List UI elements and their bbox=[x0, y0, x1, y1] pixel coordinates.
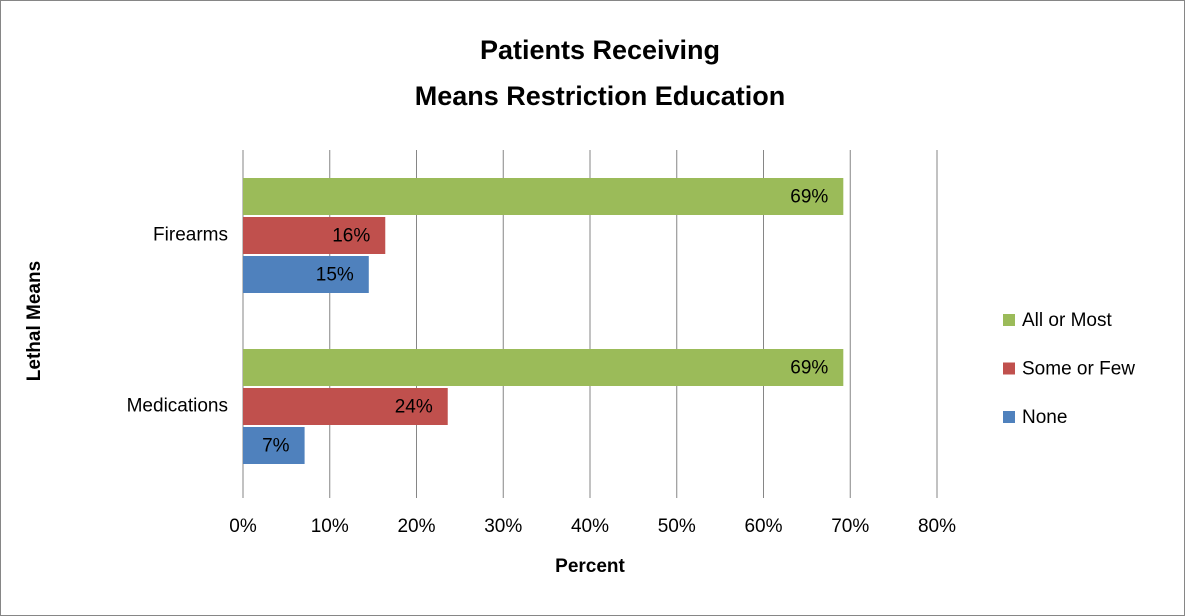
bar bbox=[243, 217, 386, 254]
bar bbox=[243, 388, 448, 425]
bar bbox=[243, 349, 844, 386]
legend-swatch bbox=[1003, 362, 1015, 375]
legend-swatch bbox=[1003, 411, 1015, 423]
data-label: 24% bbox=[395, 397, 433, 418]
y-axis-label: Lethal Means bbox=[24, 261, 45, 381]
x-tick-label: 50% bbox=[658, 516, 696, 537]
bar bbox=[243, 178, 844, 215]
x-tick-label: 30% bbox=[484, 516, 522, 537]
x-tick-label: 20% bbox=[397, 516, 435, 537]
bar bbox=[243, 427, 305, 464]
x-tick-label: 70% bbox=[831, 516, 869, 537]
x-axis-label: Percent bbox=[555, 556, 625, 577]
data-label: 69% bbox=[790, 358, 828, 379]
data-label: 16% bbox=[332, 226, 370, 247]
x-tick-label: 40% bbox=[571, 516, 609, 537]
bar bbox=[243, 256, 369, 293]
legend-label: Some or Few bbox=[1022, 359, 1135, 380]
data-label: 7% bbox=[262, 436, 290, 457]
legend-swatch bbox=[1003, 314, 1015, 326]
x-tick-label: 60% bbox=[744, 516, 782, 537]
chart-title: Means Restriction Education bbox=[415, 81, 786, 111]
data-label: 15% bbox=[316, 265, 354, 286]
legend-label: All or Most bbox=[1022, 310, 1112, 331]
x-tick-label: 10% bbox=[311, 516, 349, 537]
y-tick-label: Firearms bbox=[153, 225, 228, 246]
y-tick-label: Medications bbox=[127, 396, 228, 417]
x-tick-label: 0% bbox=[229, 516, 257, 537]
data-label: 69% bbox=[790, 187, 828, 208]
x-tick-label: 80% bbox=[918, 516, 956, 537]
legend-label: None bbox=[1022, 407, 1067, 428]
chart-title: Patients Receiving bbox=[480, 35, 720, 65]
